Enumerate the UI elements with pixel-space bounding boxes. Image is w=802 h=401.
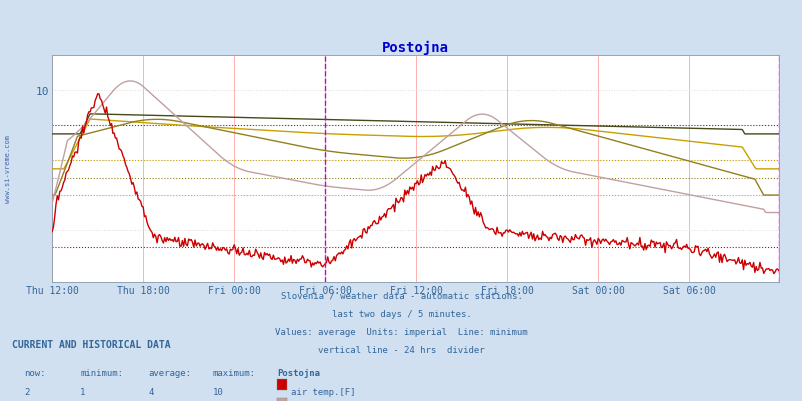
Text: Postojna: Postojna bbox=[277, 368, 320, 377]
Text: maximum:: maximum: bbox=[213, 368, 256, 377]
Text: Values: average  Units: imperial  Line: minimum: Values: average Units: imperial Line: mi… bbox=[275, 327, 527, 336]
Text: www.si-vreme.com: www.si-vreme.com bbox=[5, 134, 11, 203]
Text: minimum:: minimum: bbox=[80, 368, 124, 377]
Text: 4: 4 bbox=[148, 387, 154, 395]
Text: 2: 2 bbox=[24, 387, 30, 395]
Text: Slovenia / weather data - automatic stations.: Slovenia / weather data - automatic stat… bbox=[280, 291, 522, 300]
Text: last two days / 5 minutes.: last two days / 5 minutes. bbox=[331, 309, 471, 318]
Text: average:: average: bbox=[148, 368, 192, 377]
Text: air temp.[F]: air temp.[F] bbox=[291, 387, 355, 395]
Text: vertical line - 24 hrs  divider: vertical line - 24 hrs divider bbox=[318, 345, 484, 354]
Text: CURRENT AND HISTORICAL DATA: CURRENT AND HISTORICAL DATA bbox=[12, 339, 171, 349]
Text: 10: 10 bbox=[213, 387, 223, 395]
Text: 1: 1 bbox=[80, 387, 86, 395]
Title: Postojna: Postojna bbox=[382, 41, 448, 55]
Text: now:: now: bbox=[24, 368, 46, 377]
